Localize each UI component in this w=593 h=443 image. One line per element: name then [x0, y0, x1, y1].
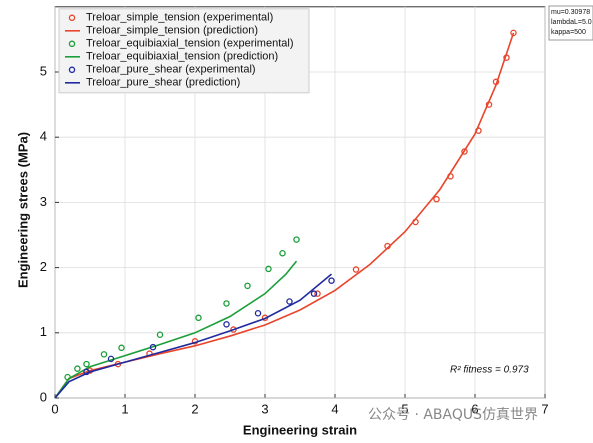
legend-text: Treloar_pure_shear (experimental) [86, 64, 256, 76]
marker [310, 290, 318, 297]
legend-marker [68, 66, 76, 74]
marker [74, 365, 81, 372]
marker [254, 309, 262, 317]
x-tick-label: 5 [401, 401, 408, 416]
parameter-text: kappa=500 [551, 29, 586, 36]
legend-box [58, 8, 310, 94]
parameter-text: lambdaL=5.0 [551, 19, 592, 26]
annotation: R² fitness = 0.973 [450, 365, 529, 376]
marker [118, 344, 125, 352]
x-tick-label: 0 [51, 401, 58, 416]
legend-marker [68, 14, 76, 22]
legend-text: Treloar_equibiaxial_tension (prediction) [86, 51, 278, 63]
marker [433, 195, 440, 203]
line [54, 260, 298, 399]
legend-text: Treloar_pure_shear (prediction) [86, 77, 240, 89]
y-tick-label: 2 [40, 259, 47, 274]
x-tick-label: 6 [471, 401, 478, 416]
x-tick-label: 4 [331, 401, 338, 416]
x-tick-label: 3 [261, 401, 268, 416]
x-tick-label: 2 [191, 401, 198, 416]
y-tick-label: 5 [40, 63, 47, 78]
marker [223, 321, 230, 328]
y-tick-label: 4 [40, 129, 47, 144]
watermark: 公众号 · ABAQUS仿真世界 [368, 407, 538, 423]
x-tick-label: 7 [541, 401, 548, 416]
marker [314, 290, 321, 297]
marker [265, 265, 272, 273]
marker [244, 282, 251, 290]
y-axis-label: Engineering strees (MPa) [15, 132, 30, 288]
marker [107, 355, 115, 363]
marker [352, 266, 360, 273]
marker [156, 331, 164, 339]
legend-marker [68, 40, 76, 48]
marker [328, 277, 335, 284]
marker [461, 148, 468, 155]
legend-text: Treloar_equibiaxial_tension (experimenta… [86, 38, 293, 50]
marker [230, 326, 237, 333]
parameter-box [548, 5, 593, 41]
y-tick-label: 0 [40, 389, 47, 404]
y-tick-label: 1 [40, 324, 47, 339]
marker [100, 351, 108, 358]
marker [223, 300, 230, 307]
parameter-text: mu=0.30978 [551, 9, 590, 16]
marker [279, 250, 286, 257]
marker [510, 29, 517, 37]
legend-text: Treloar_simple_tension (prediction) [86, 25, 258, 37]
marker [195, 314, 202, 322]
x-axis-label: Engineering strain [243, 422, 357, 437]
marker [286, 298, 293, 305]
marker [149, 343, 157, 351]
x-tick-label: 1 [121, 401, 128, 416]
line [54, 273, 333, 399]
marker [293, 236, 300, 243]
marker [83, 360, 90, 368]
legend-text: Treloar_simple_tension (experimental) [86, 12, 273, 24]
y-tick-label: 3 [40, 194, 47, 209]
